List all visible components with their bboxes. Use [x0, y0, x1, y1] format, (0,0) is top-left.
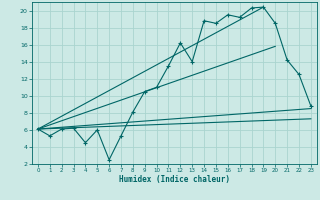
- X-axis label: Humidex (Indice chaleur): Humidex (Indice chaleur): [119, 175, 230, 184]
